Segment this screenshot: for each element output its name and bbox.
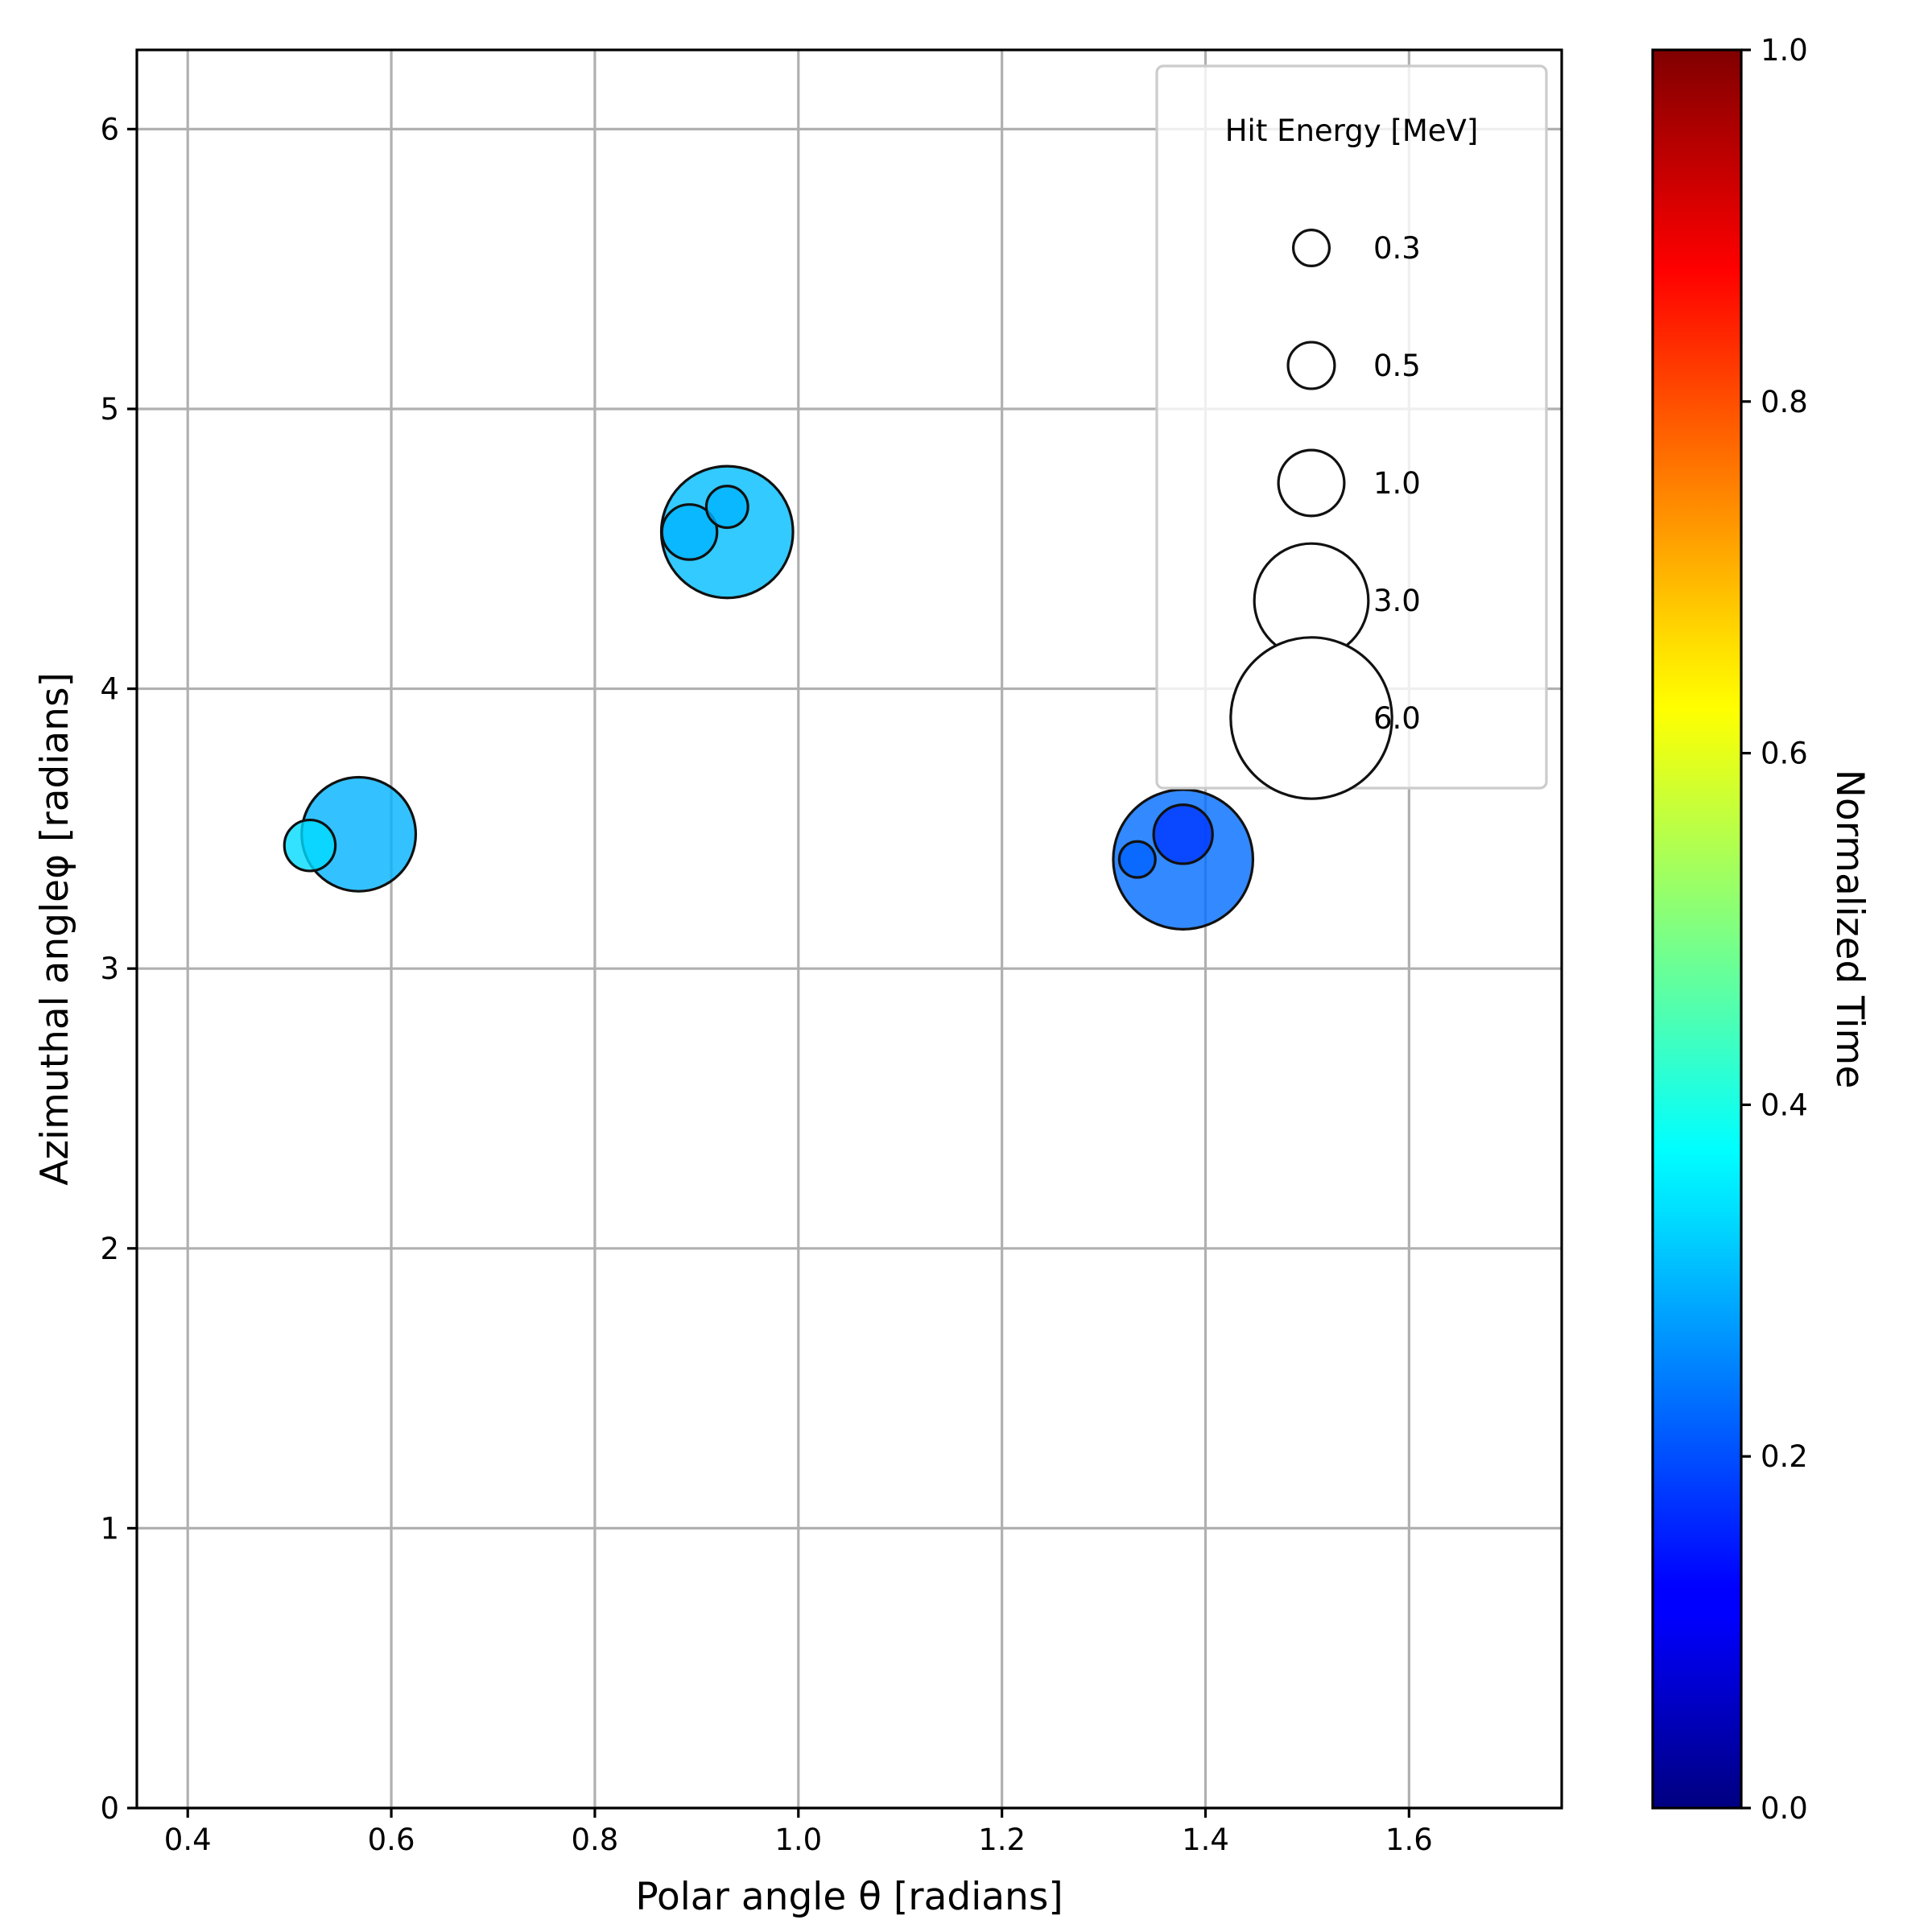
axis-ticks: 0.4 0.6 0.8 1.0 1.2 1.4 1.6 0 1 2 3 4 5 6 — [100, 112, 1432, 1857]
hit-point — [283, 818, 337, 873]
y-tick-label: 4 — [100, 672, 119, 707]
legend-label: 3.0 — [1373, 584, 1421, 618]
colorbar-tick-label: 0.4 — [1761, 1088, 1808, 1122]
legend-title: Hit Energy [MeV] — [1225, 114, 1479, 148]
legend-marker — [1229, 636, 1393, 800]
x-tick-label: 1.6 — [1385, 1823, 1433, 1857]
x-tick-label: 0.6 — [368, 1823, 415, 1857]
hit-point — [704, 485, 749, 530]
x-tick-label: 1.2 — [978, 1823, 1026, 1857]
x-axis-title: Polar angle θ [radians] — [635, 1875, 1063, 1919]
hit-point — [660, 503, 719, 561]
colorbar-tick-label: 0.2 — [1761, 1439, 1808, 1474]
colorbar-gradient — [1653, 50, 1741, 1808]
data-points — [283, 464, 1255, 931]
colorbar-tick-label: 0.0 — [1761, 1791, 1808, 1826]
legend-marker — [1277, 448, 1346, 518]
y-tick-label: 3 — [100, 952, 119, 986]
legend-label: 0.5 — [1373, 349, 1421, 383]
colorbar-tick-label: 0.8 — [1761, 385, 1808, 419]
y-tick-label: 6 — [100, 112, 119, 147]
legend-marker — [1291, 229, 1331, 268]
x-tick-label: 1.4 — [1182, 1823, 1229, 1857]
y-tick-label: 0 — [100, 1791, 119, 1826]
y-tick-label: 2 — [100, 1232, 119, 1266]
y-axis-title: Azimuthal angleφ [radians] — [33, 672, 77, 1186]
colorbar-ticks: 0.0 0.2 0.4 0.6 0.8 1.0 — [1741, 33, 1808, 1826]
colorbar: 0.0 0.2 0.4 0.6 0.8 1.0 Normalized Time — [1651, 33, 1872, 1826]
hit-point — [1117, 840, 1157, 879]
legend-label: 0.3 — [1373, 231, 1421, 266]
legend-label: 6.0 — [1373, 701, 1421, 736]
colorbar-tick-label: 1.0 — [1761, 33, 1808, 68]
legend-entries: 0.3 0.5 1.0 3.0 6.0 — [1229, 229, 1421, 800]
y-tick-label: 5 — [100, 392, 119, 427]
legend-marker — [1286, 341, 1336, 390]
x-tick-label: 1.0 — [774, 1823, 822, 1857]
hit-point — [1152, 803, 1214, 865]
legend-label: 1.0 — [1373, 466, 1421, 501]
x-tick-label: 0.8 — [572, 1823, 619, 1857]
plot-frame — [135, 48, 1563, 1810]
y-tick-label: 1 — [100, 1511, 119, 1546]
colorbar-frame — [1651, 48, 1743, 1810]
energy-legend: Hit Energy [MeV] 0.3 0.5 1.0 3.0 6.0 — [1155, 64, 1548, 800]
x-tick-label: 0.4 — [164, 1823, 212, 1857]
colorbar-title: Normalized Time — [1827, 770, 1872, 1089]
colorbar-tick-label: 0.6 — [1761, 737, 1808, 771]
